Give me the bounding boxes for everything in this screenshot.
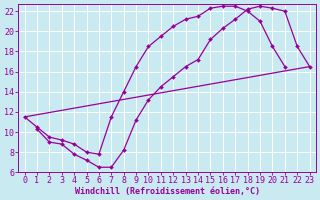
X-axis label: Windchill (Refroidissement éolien,°C): Windchill (Refroidissement éolien,°C) (75, 187, 260, 196)
